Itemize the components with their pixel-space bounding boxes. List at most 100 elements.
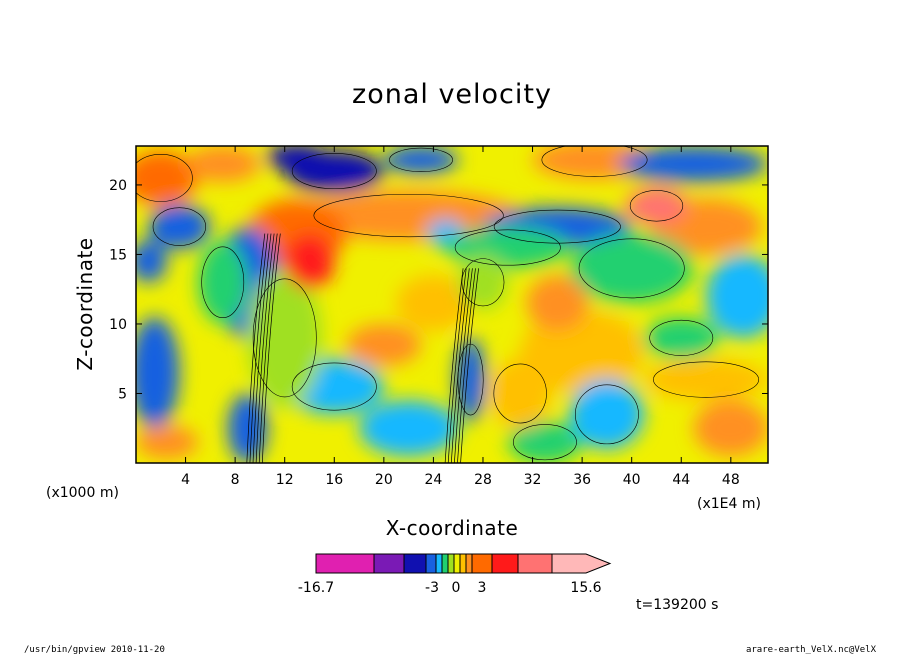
contour-line <box>450 268 470 463</box>
contour-line <box>649 319 714 356</box>
x-tick-label: 48 <box>722 472 740 488</box>
contour-line <box>291 152 377 190</box>
field-region <box>396 275 471 331</box>
x-tick-label: 8 <box>231 472 240 488</box>
colorbar-segment <box>471 553 493 574</box>
contour-line <box>454 229 561 266</box>
field-region <box>644 317 719 359</box>
x-tick-label: 28 <box>474 472 492 488</box>
field-region <box>625 187 688 224</box>
field-region <box>569 379 645 450</box>
colorbar-segment <box>435 553 443 574</box>
colorbar-label: 0 <box>452 580 461 596</box>
contour-line <box>457 268 476 463</box>
field-region <box>383 146 459 174</box>
contour-line <box>629 190 684 222</box>
z-tick-label: 15 <box>109 247 127 263</box>
contour-line <box>252 278 317 398</box>
field-region <box>458 254 508 311</box>
z-axis-label: Z-coordinate <box>73 237 97 370</box>
field-region <box>455 337 486 422</box>
contour-line <box>493 363 547 424</box>
x-unit-label: (x1E4 m) <box>697 496 761 512</box>
x-tick-label: 44 <box>672 472 690 488</box>
colorbar-label: -3 <box>425 580 439 596</box>
field-region <box>693 400 768 457</box>
colorbar-segment <box>459 553 467 574</box>
footer-left: /usr/bin/gpview 2010-11-20 <box>24 645 165 654</box>
field-region <box>346 323 422 366</box>
z-unit-label: (x1000 m) <box>46 485 119 501</box>
field-region <box>644 358 768 401</box>
field-region <box>489 358 552 429</box>
colorbar-segment <box>453 553 461 574</box>
contour-line <box>653 361 760 398</box>
field-region <box>284 233 335 290</box>
contour-line <box>261 233 281 463</box>
field-region <box>359 400 459 457</box>
contour-line <box>136 154 193 202</box>
colorbar-segment <box>465 553 473 574</box>
plot-frame <box>135 145 769 464</box>
contour-line <box>541 146 648 177</box>
colorbar-segment <box>403 553 427 574</box>
z-tick-label: 20 <box>109 178 127 194</box>
colorbar-label: 15.6 <box>570 580 601 596</box>
x-tick-label: 24 <box>424 472 442 488</box>
contour-line <box>575 384 639 445</box>
z-tick-label: 5 <box>118 386 127 402</box>
contour-line <box>152 207 207 246</box>
colorbar-segment <box>491 553 519 574</box>
field-region <box>136 240 167 283</box>
contour-line <box>249 233 269 463</box>
field-region <box>148 204 211 249</box>
colorbar <box>315 553 612 574</box>
contour-line <box>493 209 621 244</box>
contour-line <box>460 268 479 463</box>
colorbar-label: 3 <box>478 580 487 596</box>
field-region <box>197 240 248 324</box>
contour-line <box>389 147 453 173</box>
time-annotation: t=139200 s <box>636 597 718 613</box>
contour-line <box>444 268 464 463</box>
colorbar-segment <box>551 553 612 574</box>
field-region <box>526 275 589 331</box>
x-tick-label: 12 <box>276 472 294 488</box>
x-tick-label: 32 <box>524 472 542 488</box>
field-region <box>706 254 768 338</box>
field-region <box>227 393 268 463</box>
colorbar-segment <box>517 553 553 574</box>
contour-line <box>454 268 473 463</box>
colorbar-label: -16.7 <box>298 580 334 596</box>
x-tick-label: 40 <box>623 472 641 488</box>
field-region <box>136 317 180 429</box>
colorbar-segment <box>425 553 437 574</box>
contour-line <box>457 343 484 416</box>
field-region <box>569 233 694 304</box>
field-region <box>247 268 322 408</box>
colorbar-segment <box>373 553 405 574</box>
contour-line <box>255 233 275 463</box>
contour-line <box>461 258 505 307</box>
field-region <box>619 146 768 183</box>
chart-title: zonal velocity <box>352 79 552 110</box>
z-axis-ticks: 5 10 15 20 <box>109 178 768 402</box>
x-tick-label: 20 <box>375 472 393 488</box>
field-region <box>266 146 329 172</box>
field-region <box>520 310 645 394</box>
contour-line <box>291 362 377 411</box>
x-tick-label: 4 <box>181 472 190 488</box>
plot-area <box>135 145 769 464</box>
colorbar-segment <box>447 553 455 574</box>
contour-line <box>252 233 272 463</box>
x-tick-label: 16 <box>325 472 343 488</box>
contour-line <box>447 268 467 463</box>
colorbar-segment <box>315 553 375 574</box>
x-tick-label: 36 <box>573 472 591 488</box>
contour-line <box>246 233 266 463</box>
colorbar-labels: -16.7 -3 0 3 15.6 <box>298 580 602 596</box>
z-tick-label: 10 <box>109 317 127 333</box>
x-axis-ticks: 4 8 12 16 20 24 28 32 36 40 44 48 <box>181 146 740 488</box>
field-region <box>297 190 521 241</box>
